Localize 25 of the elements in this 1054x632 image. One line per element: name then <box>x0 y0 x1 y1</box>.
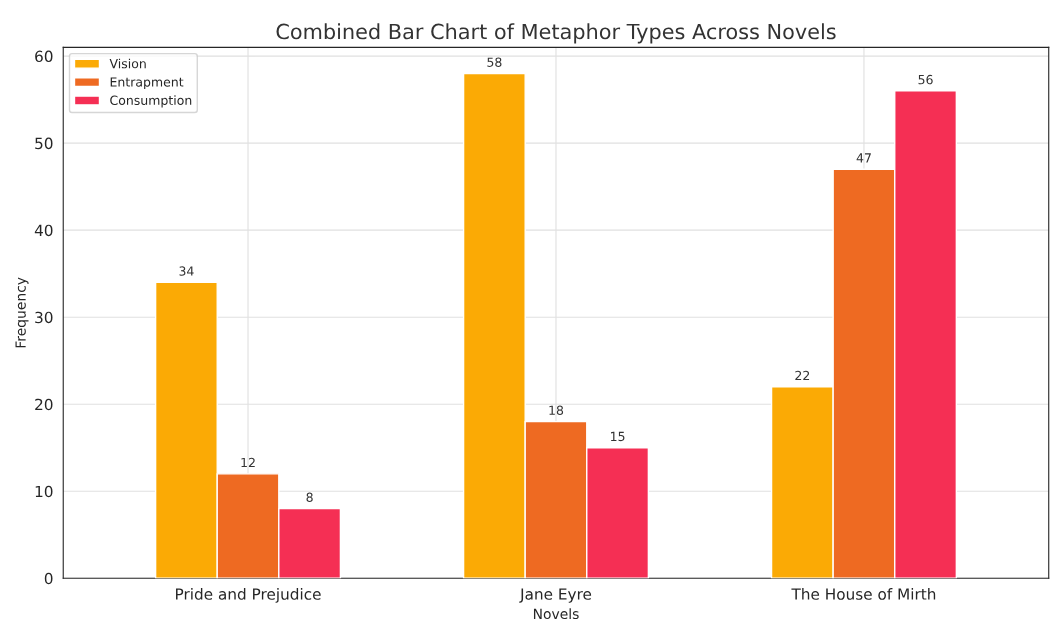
y-tick-label: 0 <box>44 572 53 585</box>
data-label: 8 <box>306 492 313 503</box>
data-label: 18 <box>549 405 564 416</box>
x-tick-label: The House of Mirth <box>791 588 936 600</box>
data-label: 22 <box>795 370 810 381</box>
data-label: 58 <box>487 57 502 67</box>
y-tick-label: 40 <box>34 224 53 237</box>
data-label: 56 <box>918 74 933 85</box>
y-tick-label: 60 <box>35 50 53 63</box>
legend-label: Consumption <box>110 95 192 108</box>
y-tick-label: 10 <box>35 485 53 498</box>
y-tick-label: 30 <box>35 311 53 324</box>
data-label: 34 <box>179 266 194 276</box>
chart-title: Combined Bar Chart of Metaphor Types Across Novels <box>276 23 836 44</box>
data-label: 12 <box>241 457 255 468</box>
x-axis-title: Novels <box>533 608 579 620</box>
x-tick-label: Jane Eyre <box>519 588 592 603</box>
legend-label: Entrapment <box>110 77 184 90</box>
legend-label: Vision <box>109 58 146 69</box>
x-tick-label: Pride and Prejudice <box>176 588 321 603</box>
y-tick-label: 20 <box>35 398 53 411</box>
y-tick-label: 50 <box>35 137 53 150</box>
data-label: 47 <box>856 153 871 163</box>
y-axis-title: Frequency <box>15 277 29 348</box>
data-label: 15 <box>611 431 625 442</box>
